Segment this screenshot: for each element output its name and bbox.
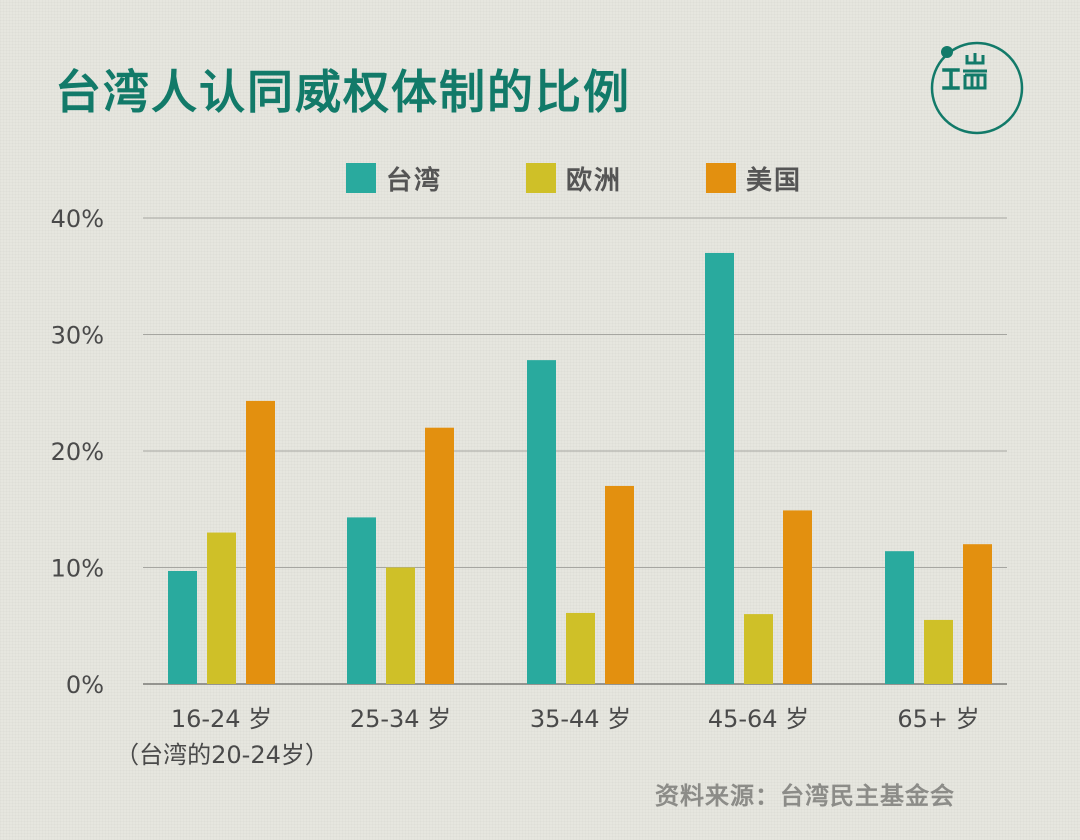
y-tick-label: 10% <box>51 555 104 583</box>
y-tick-label: 40% <box>51 205 104 233</box>
bar <box>168 570 197 684</box>
bar <box>527 360 556 684</box>
x-tick-label: 45-64 岁 <box>708 705 809 733</box>
legend-item-usa: 美国 <box>706 160 802 196</box>
brand-logo-icon <box>930 41 1024 135</box>
legend-label-europe: 欧洲 <box>566 165 623 196</box>
chart-title: 台湾人认同威权体制的比例 <box>55 65 631 119</box>
chart-legend: 台湾 欧洲 美国 <box>0 160 1080 196</box>
bar <box>783 510 812 684</box>
bar <box>924 619 953 684</box>
bar <box>566 612 595 684</box>
legend-item-europe: 欧洲 <box>526 160 622 196</box>
x-tick-label: 25-34 岁 <box>350 705 451 733</box>
bar <box>246 400 275 684</box>
bar <box>425 427 454 684</box>
bar <box>744 614 773 684</box>
bar <box>605 485 634 684</box>
legend-label-taiwan: 台湾 <box>386 165 443 196</box>
source-note: 资料来源：台湾民主基金会 <box>655 782 955 810</box>
y-tick-label: 0% <box>66 671 104 699</box>
legend-label-usa: 美国 <box>746 165 803 196</box>
bar <box>207 532 236 684</box>
x-tick-note: （台湾的20-24岁） <box>115 741 329 769</box>
legend-item-taiwan: 台湾 <box>346 160 442 196</box>
legend-swatch-usa <box>706 163 736 193</box>
x-tick-label: 65+ 岁 <box>897 705 979 733</box>
legend-swatch-taiwan <box>346 163 376 193</box>
y-tick-label: 30% <box>51 322 104 350</box>
bar <box>386 567 415 684</box>
legend-swatch-europe <box>526 163 556 193</box>
x-tick-label: 35-44 岁 <box>530 705 631 733</box>
bar <box>885 551 914 684</box>
bar <box>963 544 992 684</box>
x-tick-label: 16-24 岁 <box>171 705 272 733</box>
bar <box>347 517 376 684</box>
bar <box>705 252 734 684</box>
y-tick-label: 20% <box>51 438 104 466</box>
